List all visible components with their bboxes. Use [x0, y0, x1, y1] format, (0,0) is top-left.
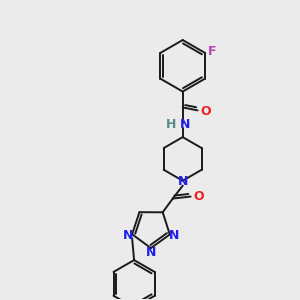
Text: N: N: [123, 229, 134, 242]
Text: O: O: [194, 190, 204, 203]
Text: O: O: [200, 105, 211, 118]
Text: N: N: [180, 118, 190, 131]
Text: N: N: [168, 229, 179, 242]
Text: F: F: [208, 45, 217, 58]
Text: N: N: [146, 245, 156, 259]
Text: N: N: [178, 175, 188, 188]
Text: H: H: [167, 118, 177, 131]
